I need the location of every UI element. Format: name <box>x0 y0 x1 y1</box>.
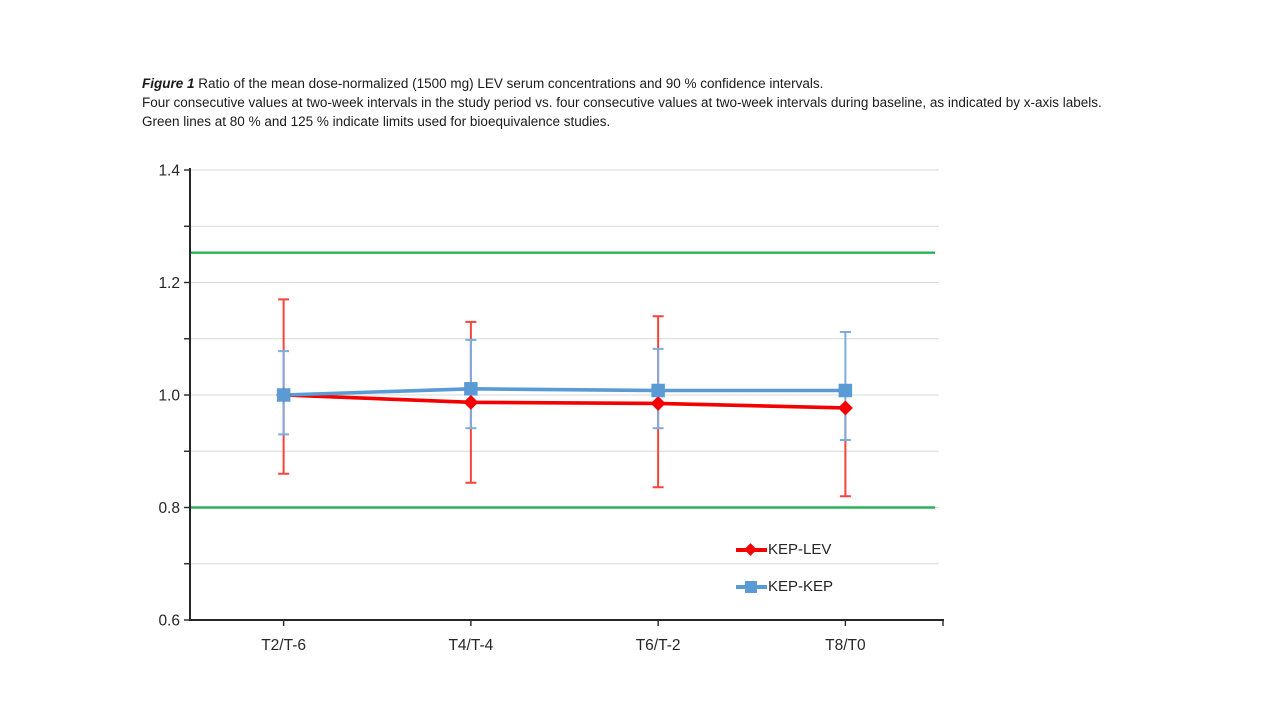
marker-square-kep-kep <box>651 383 665 398</box>
y-tick-label: 1.2 <box>158 275 180 292</box>
x-category-label: T2/T-6 <box>261 637 306 654</box>
series-line-kep-lev <box>283 393 846 410</box>
x-category-label: T6/T-2 <box>636 637 681 654</box>
marker-square-kep-kep <box>464 382 478 396</box>
legend-item-kep-kep: KEP-KEP <box>736 576 833 597</box>
y-tick-label: 0.6 <box>158 613 180 630</box>
chart-legend: KEP-LEV KEP-KEP <box>736 539 833 613</box>
figure-caption: Figure 1 Ratio of the mean dose-normaliz… <box>142 74 1242 131</box>
caption-line-3: Green lines at 80 % and 125 % indicate l… <box>142 114 611 129</box>
x-category-label: T4/T-4 <box>448 637 493 654</box>
marker-diamond-kep-lev <box>837 400 853 416</box>
figure-label: Figure 1 <box>142 76 195 91</box>
series-line-kep-kep <box>283 387 846 397</box>
legend-label-kep-lev: KEP-LEV <box>768 541 832 558</box>
marker-square-kep-kep <box>276 388 291 402</box>
kep-lev-line-marker-icon <box>736 539 767 560</box>
marker-diamond-kep-lev <box>650 395 666 411</box>
marker-diamond-kep-lev <box>463 394 479 410</box>
y-tick-label: 0.8 <box>158 500 180 517</box>
caption-line-1: Figure 1 Ratio of the mean dose-normaliz… <box>142 74 1242 93</box>
y-tick-label: 1.0 <box>158 388 180 405</box>
caption-line-2: Four consecutive values at two-week inte… <box>142 95 1102 110</box>
caption-line-1-text: Ratio of the mean dose-normalized (1500 … <box>194 76 824 91</box>
y-tick-label: 1.4 <box>158 163 180 180</box>
kep-kep-line-marker-icon <box>736 576 767 597</box>
x-category-label: T8/T0 <box>825 637 866 654</box>
marker-square-kep-kep <box>838 383 853 398</box>
legend-item-kep-lev: KEP-LEV <box>736 539 833 560</box>
legend-label-kep-kep: KEP-KEP <box>768 578 834 595</box>
